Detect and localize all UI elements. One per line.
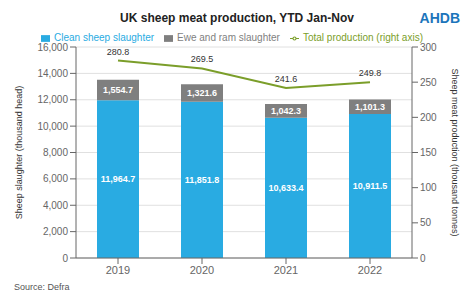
svg-text:2020: 2020 [190, 264, 214, 276]
svg-text:250: 250 [420, 77, 437, 88]
svg-text:10,000: 10,000 [37, 121, 68, 132]
svg-text:11,964.7: 11,964.7 [101, 174, 136, 184]
svg-text:1,554.7: 1,554.7 [103, 85, 133, 95]
html-text:UK sheep meat production, YTD: UK sheep meat production, YTD Jan-Nov [120, 11, 354, 25]
svg-text:269.5: 269.5 [191, 54, 214, 64]
svg-text:241.6: 241.6 [275, 74, 298, 84]
svg-text:12,000: 12,000 [37, 94, 68, 105]
svg-text:2,000: 2,000 [43, 226, 68, 237]
svg-text:6,000: 6,000 [43, 173, 68, 184]
html-text:AHDB: AHDB [419, 10, 460, 26]
svg-text:2021: 2021 [274, 264, 298, 276]
svg-text:8,000: 8,000 [43, 147, 68, 158]
svg-text:10,633.4: 10,633.4 [268, 183, 303, 193]
svg-text:Sheep slaughter (thousand head: Sheep slaughter (thousand head) [14, 86, 24, 220]
svg-text:4,000: 4,000 [43, 200, 68, 211]
svg-text:14,000: 14,000 [37, 68, 68, 79]
html-text:Source: Defra: Source: Defra [14, 282, 70, 292]
svg-text:280.8: 280.8 [107, 47, 130, 57]
svg-text:249.8: 249.8 [359, 68, 382, 78]
svg-text:0: 0 [62, 253, 68, 264]
svg-text:1,101.3: 1,101.3 [355, 102, 385, 112]
svg-text:50: 50 [420, 217, 432, 228]
svg-text:11,851.8: 11,851.8 [185, 175, 220, 185]
svg-text:150: 150 [420, 147, 437, 158]
svg-text:0: 0 [420, 253, 426, 264]
svg-text:1,042.3: 1,042.3 [271, 106, 301, 116]
svg-text:10,911.5: 10,911.5 [353, 181, 388, 191]
svg-text:1,321.6: 1,321.6 [187, 88, 217, 98]
html-text:Ewe and ram slaughter: Ewe and ram slaughter [177, 32, 280, 43]
svg-text:100: 100 [420, 182, 437, 193]
svg-text:200: 200 [420, 112, 437, 123]
svg-text:16,000: 16,000 [37, 42, 68, 53]
html-text:Clean sheep slaughter: Clean sheep slaughter [54, 32, 155, 43]
svg-text:Sheep meat production (thousan: Sheep meat production (thousand tonnes) [450, 68, 460, 236]
svg-text:2022: 2022 [358, 264, 382, 276]
svg-text:300: 300 [420, 42, 437, 53]
svg-text:2019: 2019 [106, 264, 130, 276]
html-text:Total production (right axis): Total production (right axis) [302, 32, 423, 43]
